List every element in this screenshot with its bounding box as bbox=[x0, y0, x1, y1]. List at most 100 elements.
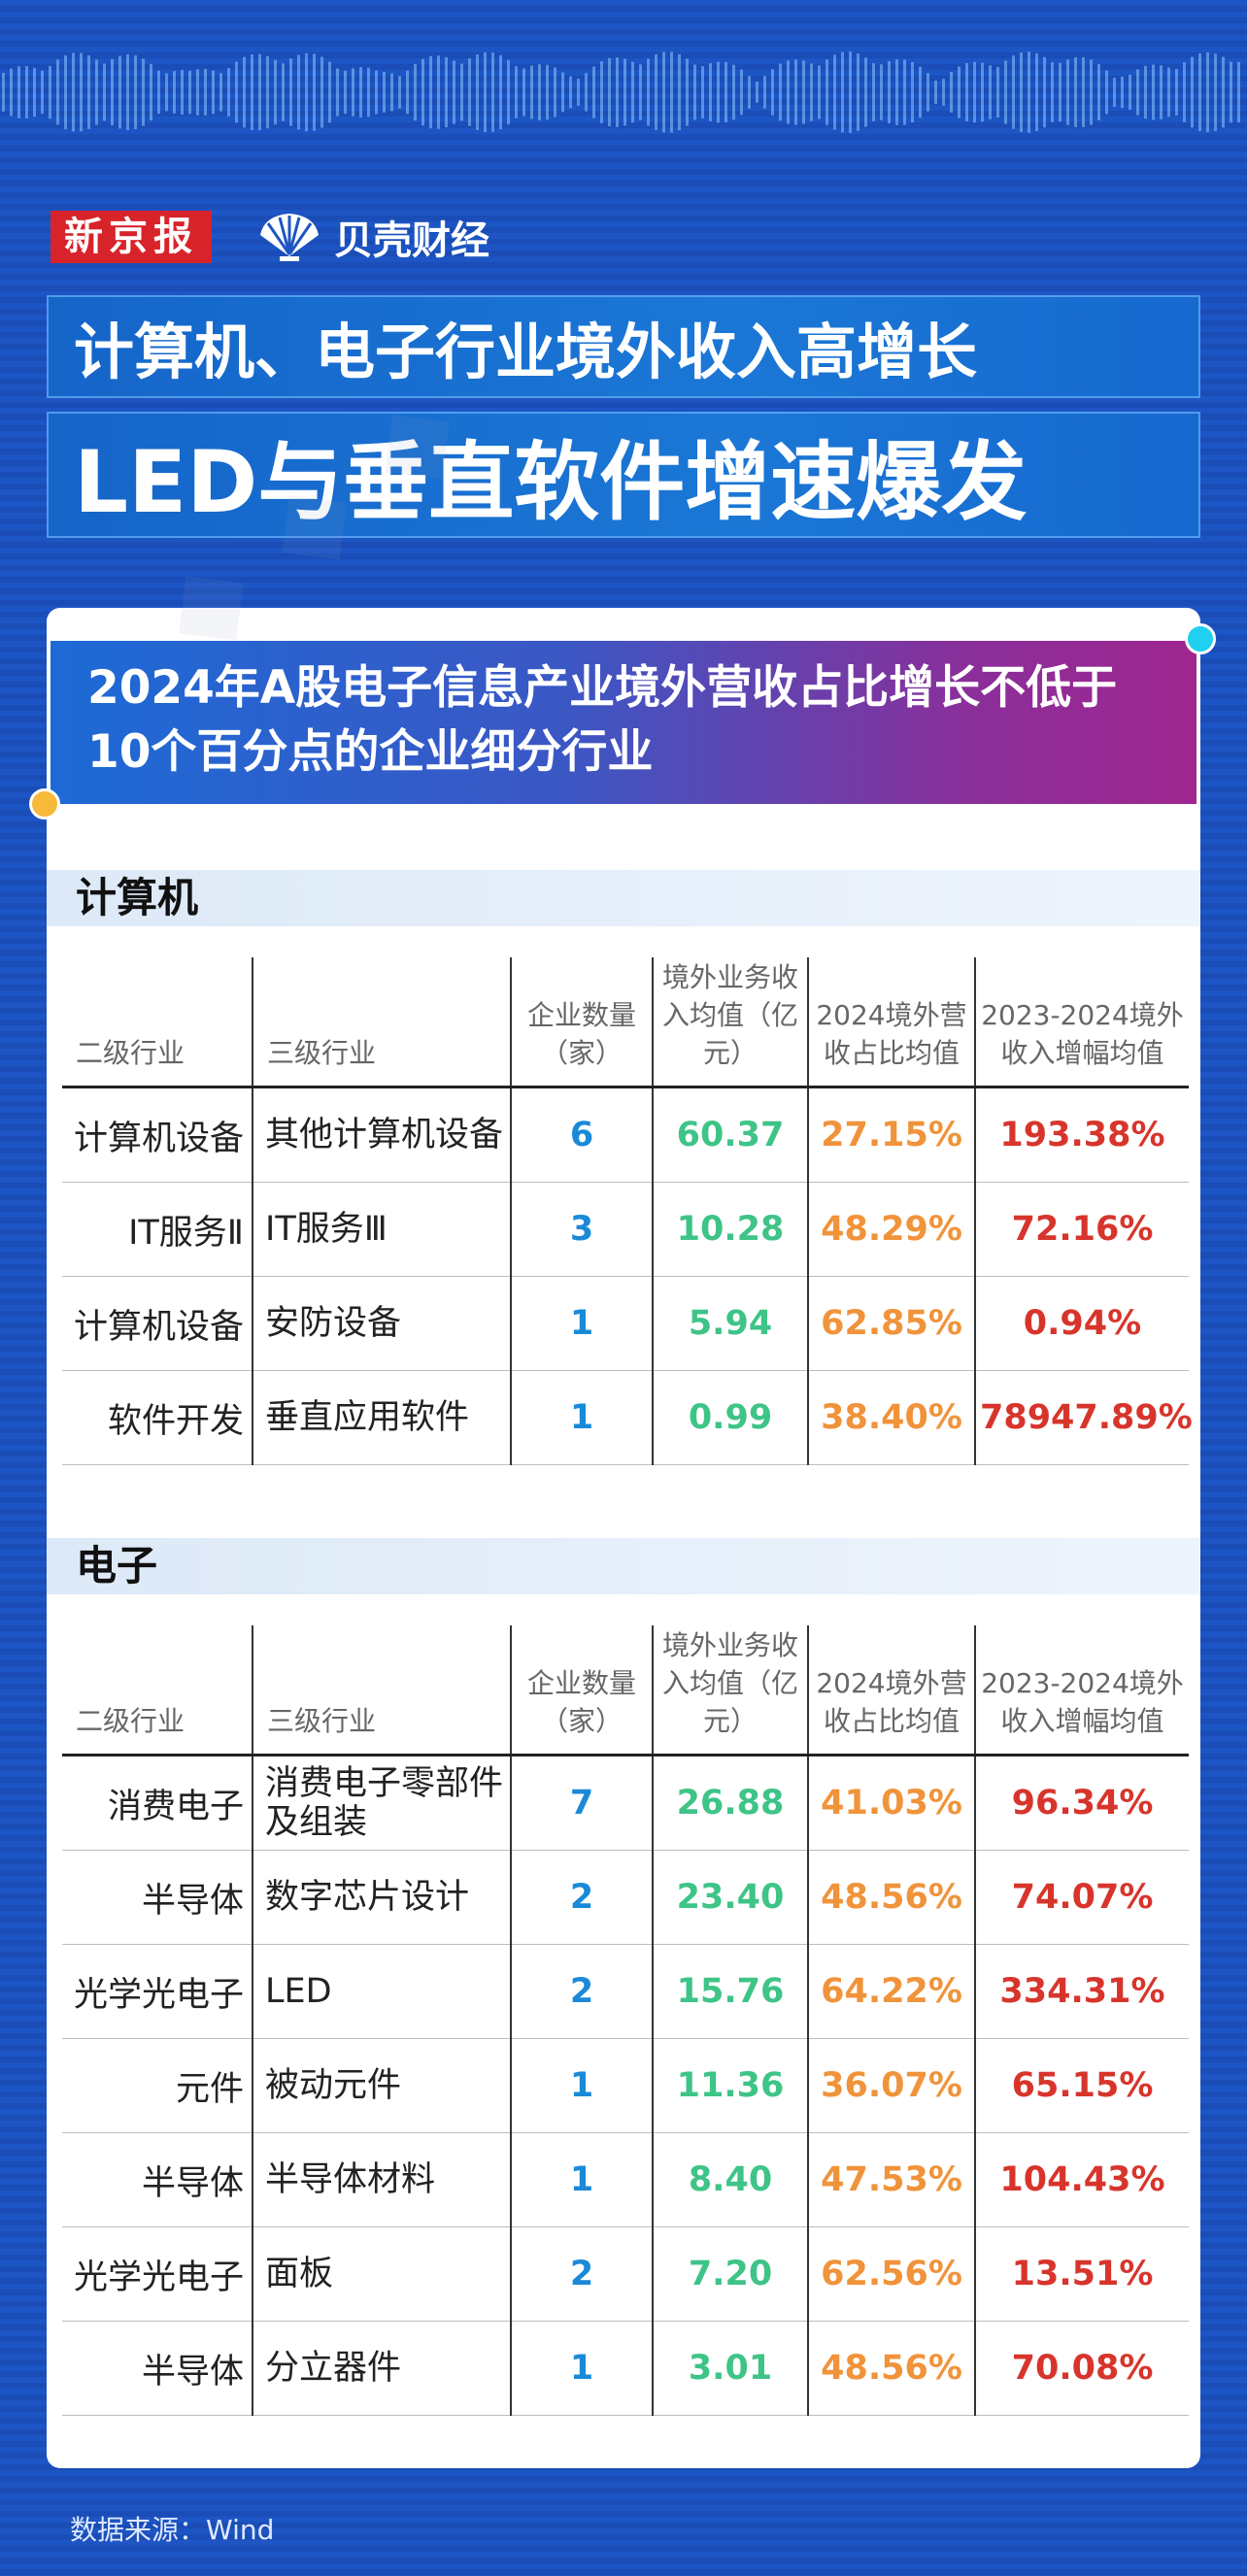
cell-growth: 0.94% bbox=[975, 1276, 1189, 1371]
header-level3: 三级行业 bbox=[253, 1625, 512, 1756]
decor-dot-yellow bbox=[29, 788, 60, 820]
table-header-row: 二级行业 三级行业 企业数量（家） 境外业务收入均值（亿元） 2024境外营收占… bbox=[62, 1625, 1189, 1756]
cell-level2: 元件 bbox=[62, 2038, 253, 2133]
card-heading: 2024年A股电子信息产业境外营收占比增长不低于10个百分点的企业细分行业 bbox=[51, 641, 1196, 804]
section-label-electronics: 电子 bbox=[47, 1538, 1200, 1594]
table-row: 消费电子 消费电子零部件及组装 7 26.88 41.03% 96.34% bbox=[62, 1755, 1189, 1851]
cell-growth: 78947.89% bbox=[975, 1370, 1193, 1465]
table-row: 光学光电子 LED 2 15.76 64.22% 334.31% bbox=[62, 1944, 1189, 2039]
cell-share: 48.29% bbox=[808, 1182, 976, 1277]
cell-level3: LED bbox=[253, 1944, 512, 2039]
cell-growth: 96.34% bbox=[975, 1755, 1189, 1851]
cell-share: 48.56% bbox=[808, 2321, 976, 2416]
cell-count: 2 bbox=[511, 2226, 654, 2322]
cell-count: 6 bbox=[511, 1087, 654, 1183]
table-row: 元件 被动元件 1 11.36 36.07% 65.15% bbox=[62, 2038, 1189, 2133]
cell-level2: 半导体 bbox=[62, 2321, 253, 2416]
cell-growth: 334.31% bbox=[975, 1944, 1189, 2039]
cell-growth: 74.07% bbox=[975, 1850, 1189, 1945]
cell-share: 62.85% bbox=[808, 1276, 976, 1371]
cell-count: 7 bbox=[511, 1755, 654, 1851]
cell-level3: 数字芯片设计 bbox=[253, 1850, 512, 1945]
xinjingbao-logo: 新京报 bbox=[51, 211, 212, 263]
header-level3: 三级行业 bbox=[253, 957, 512, 1088]
cell-level2: IT服务Ⅱ bbox=[62, 1182, 253, 1277]
cell-level3: 分立器件 bbox=[253, 2321, 512, 2416]
cell-growth: 13.51% bbox=[975, 2226, 1189, 2322]
table-row: IT服务Ⅱ IT服务Ⅲ 3 10.28 48.29% 72.16% bbox=[62, 1182, 1189, 1277]
cell-growth: 193.38% bbox=[975, 1087, 1189, 1183]
cell-count: 2 bbox=[511, 1944, 654, 2039]
cell-level2: 半导体 bbox=[62, 2132, 253, 2227]
title-line-2: LED与垂直软件增速爆发 bbox=[47, 412, 1200, 538]
cell-revenue: 7.20 bbox=[653, 2226, 809, 2322]
cell-level3: 其他计算机设备 bbox=[253, 1087, 512, 1183]
cell-revenue: 11.36 bbox=[653, 2038, 809, 2133]
cell-share: 41.03% bbox=[808, 1755, 976, 1851]
header-level2: 二级行业 bbox=[62, 957, 253, 1088]
beike-logo-text: 贝壳财经 bbox=[334, 218, 489, 263]
cell-share: 38.40% bbox=[808, 1370, 976, 1465]
cell-count: 1 bbox=[511, 2038, 654, 2133]
cell-level3: 面板 bbox=[253, 2226, 512, 2322]
cell-level3: 被动元件 bbox=[253, 2038, 512, 2133]
cell-count: 3 bbox=[511, 1182, 654, 1277]
table-computer: 二级行业 三级行业 企业数量（家） 境外业务收入均值（亿元） 2024境外营收占… bbox=[62, 957, 1193, 1465]
top-wave-decoration bbox=[2, 51, 1240, 133]
table-row: 计算机设备 其他计算机设备 6 60.37 27.15% 193.38% bbox=[62, 1087, 1189, 1183]
cell-share: 62.56% bbox=[808, 2226, 976, 2322]
header-growth: 2023-2024境外收入增幅均值 bbox=[975, 957, 1189, 1088]
header-share: 2024境外营收占比均值 bbox=[808, 1625, 976, 1756]
cell-level2: 半导体 bbox=[62, 1850, 253, 1945]
cell-share: 64.22% bbox=[808, 1944, 976, 2039]
cell-level3: 消费电子零部件及组装 bbox=[253, 1755, 512, 1851]
data-source: 数据来源：Wind bbox=[70, 2514, 275, 2546]
header-level2: 二级行业 bbox=[62, 1625, 253, 1756]
section-label-computer: 计算机 bbox=[47, 870, 1200, 926]
brand-row: 新京报 贝壳财经 bbox=[51, 210, 489, 264]
cell-level3: 安防设备 bbox=[253, 1276, 512, 1371]
cell-revenue: 0.99 bbox=[653, 1370, 809, 1465]
header-growth: 2023-2024境外收入增幅均值 bbox=[975, 1625, 1189, 1756]
cell-revenue: 60.37 bbox=[653, 1087, 809, 1183]
table-row: 半导体 半导体材料 1 8.40 47.53% 104.43% bbox=[62, 2132, 1189, 2227]
cell-level3: 半导体材料 bbox=[253, 2132, 512, 2227]
cell-revenue: 26.88 bbox=[653, 1755, 809, 1851]
cell-count: 1 bbox=[511, 2132, 654, 2227]
cell-revenue: 23.40 bbox=[653, 1850, 809, 1945]
header-revenue: 境外业务收入均值（亿元） bbox=[653, 1625, 809, 1756]
table-row: 光学光电子 面板 2 7.20 62.56% 13.51% bbox=[62, 2226, 1189, 2322]
table-row: 半导体 数字芯片设计 2 23.40 48.56% 74.07% bbox=[62, 1850, 1189, 1945]
cell-share: 47.53% bbox=[808, 2132, 976, 2227]
cell-level2: 消费电子 bbox=[62, 1755, 253, 1851]
cell-revenue: 10.28 bbox=[653, 1182, 809, 1277]
beike-logo: 贝壳财经 bbox=[254, 209, 489, 265]
cell-growth: 104.43% bbox=[975, 2132, 1189, 2227]
cell-revenue: 15.76 bbox=[653, 1944, 809, 2039]
cell-revenue: 8.40 bbox=[653, 2132, 809, 2227]
table-row: 计算机设备 安防设备 1 5.94 62.85% 0.94% bbox=[62, 1276, 1189, 1371]
cell-level2: 计算机设备 bbox=[62, 1276, 253, 1371]
cell-share: 48.56% bbox=[808, 1850, 976, 1945]
cell-level2: 光学光电子 bbox=[62, 1944, 253, 2039]
cell-level2: 光学光电子 bbox=[62, 2226, 253, 2322]
cell-level2: 软件开发 bbox=[62, 1370, 253, 1465]
header-revenue: 境外业务收入均值（亿元） bbox=[653, 957, 809, 1088]
shell-icon bbox=[260, 214, 319, 261]
table-electronics: 二级行业 三级行业 企业数量（家） 境外业务收入均值（亿元） 2024境外营收占… bbox=[62, 1625, 1189, 2416]
cell-count: 1 bbox=[511, 2321, 654, 2416]
cell-count: 1 bbox=[511, 1370, 654, 1465]
header-count: 企业数量（家） bbox=[511, 957, 654, 1088]
cell-share: 27.15% bbox=[808, 1087, 976, 1183]
cell-count: 2 bbox=[511, 1850, 654, 1945]
header-count: 企业数量（家） bbox=[511, 1625, 654, 1756]
header-share: 2024境外营收占比均值 bbox=[808, 957, 976, 1088]
cell-level3: IT服务Ⅲ bbox=[253, 1182, 512, 1277]
cell-growth: 72.16% bbox=[975, 1182, 1189, 1277]
table-header-row: 二级行业 三级行业 企业数量（家） 境外业务收入均值（亿元） 2024境外营收占… bbox=[62, 957, 1189, 1088]
table-row: 软件开发 垂直应用软件 1 0.99 38.40% 78947.89% bbox=[62, 1370, 1193, 1465]
cell-revenue: 3.01 bbox=[653, 2321, 809, 2416]
cell-growth: 65.15% bbox=[975, 2038, 1189, 2133]
cell-revenue: 5.94 bbox=[653, 1276, 809, 1371]
cell-growth: 70.08% bbox=[975, 2321, 1189, 2416]
